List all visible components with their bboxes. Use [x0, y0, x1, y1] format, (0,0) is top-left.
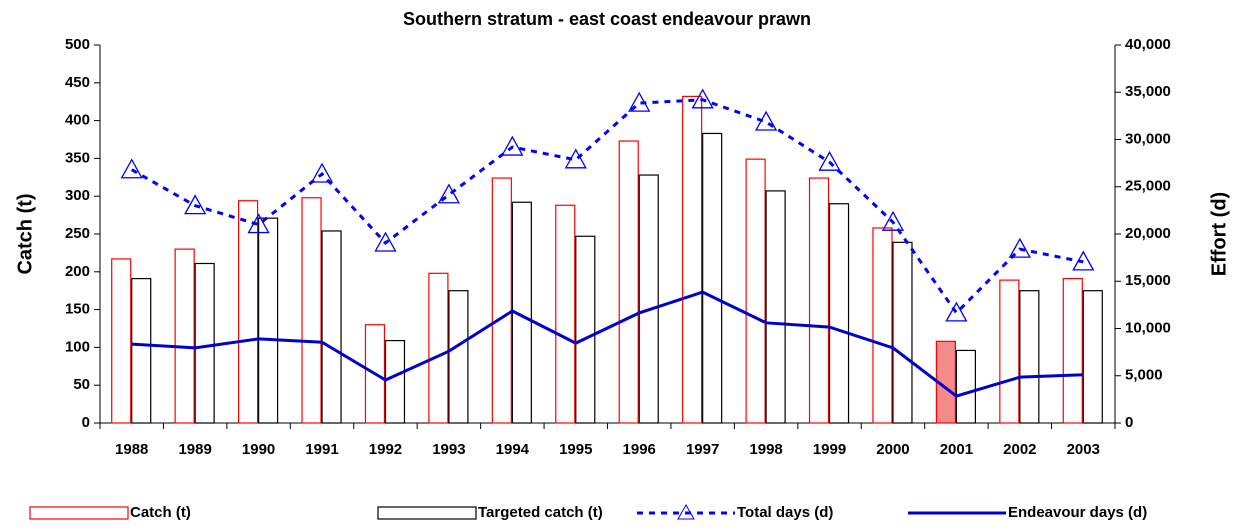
- marker: [184, 194, 207, 215]
- x-tick-label: 1994: [496, 441, 530, 458]
- marker: [945, 301, 968, 322]
- x-tick-label: 1989: [178, 441, 211, 458]
- marker: [501, 135, 524, 156]
- bar: [428, 272, 449, 424]
- bar: [237, 200, 259, 424]
- y-axis-title: Catch (t): [14, 193, 36, 274]
- bar: [174, 248, 195, 424]
- y2-tick-label: 20,000: [1125, 225, 1171, 242]
- marker: [120, 158, 143, 179]
- marker: [1072, 250, 1095, 271]
- marker: [818, 150, 841, 171]
- x-tick-label: 1991: [305, 441, 338, 458]
- legend-label: Endeavour days (d): [1008, 504, 1147, 521]
- y-tick-label: 150: [65, 301, 90, 318]
- bar: [765, 190, 786, 424]
- bar: [745, 158, 766, 424]
- y2-axis-title: Effort (d): [1208, 192, 1230, 276]
- y-tick-label: 500: [65, 36, 90, 53]
- y-tick-label: 450: [65, 74, 90, 91]
- x-tick-label: 1993: [432, 441, 465, 458]
- y2-tick-label: 0: [1125, 414, 1133, 431]
- bar: [111, 258, 132, 424]
- x-tick-label: 2001: [940, 441, 973, 458]
- legend-label: Targeted catch (t): [478, 504, 603, 521]
- x-tick-label: 1997: [686, 441, 719, 458]
- bar: [257, 217, 279, 424]
- y2-tick-label: 5,000: [1125, 367, 1163, 384]
- chart-title: Southern stratum - east coast endeavour …: [403, 9, 811, 29]
- line: [130, 98, 1084, 316]
- legend-label: Total days (d): [737, 504, 833, 521]
- bar: [575, 235, 596, 424]
- y2-tick-label: 10,000: [1125, 319, 1171, 336]
- y2-tick-label: 40,000: [1125, 36, 1171, 53]
- bar: [555, 204, 576, 424]
- marker: [1008, 237, 1031, 258]
- y-tick-label: 50: [73, 376, 90, 393]
- marker: [881, 210, 905, 231]
- legend-swatch: [29, 506, 129, 520]
- bar: [702, 132, 723, 424]
- y2-tick-label: 25,000: [1125, 178, 1171, 195]
- y2-tick-label: 15,000: [1125, 272, 1171, 289]
- y-tick-label: 300: [65, 187, 90, 204]
- bar: [808, 177, 830, 424]
- bar: [321, 230, 342, 424]
- bar: [448, 290, 469, 424]
- bar: [301, 197, 322, 424]
- x-tick-label: 1992: [369, 441, 402, 458]
- legend-swatch: [377, 506, 477, 520]
- marker: [691, 88, 714, 109]
- y-tick-label: 350: [65, 149, 90, 166]
- bar: [828, 203, 850, 424]
- bar: [384, 339, 406, 424]
- x-tick-label: 2003: [1067, 441, 1100, 458]
- x-tick-label: 1998: [749, 441, 782, 458]
- bar: [1062, 278, 1083, 424]
- x-tick-label: 2000: [876, 441, 909, 458]
- bar: [638, 174, 659, 424]
- y-tick-label: 400: [65, 112, 90, 129]
- x-tick-label: 1995: [559, 441, 592, 458]
- bar: [1082, 290, 1103, 424]
- marker: [310, 162, 334, 183]
- bar: [1019, 290, 1040, 424]
- marker: [628, 91, 651, 112]
- bar: [491, 177, 512, 424]
- bar: [682, 95, 703, 424]
- y-tick-label: 0: [82, 414, 90, 431]
- y2-tick-label: 30,000: [1125, 130, 1171, 147]
- bar: [999, 279, 1020, 424]
- y2-tick-label: 35,000: [1125, 83, 1171, 100]
- bar: [194, 262, 215, 424]
- marker: [564, 148, 587, 169]
- line: [131, 290, 1084, 398]
- bar: [618, 140, 639, 424]
- y-tick-label: 200: [65, 263, 90, 280]
- x-tick-label: 1999: [813, 441, 846, 458]
- x-tick-label: 1988: [115, 441, 148, 458]
- bar: [955, 349, 977, 424]
- marker: [754, 110, 778, 131]
- marker: [437, 183, 461, 204]
- legend-marker: [677, 503, 695, 520]
- legend-label: Catch (t): [130, 504, 191, 521]
- marker: [374, 231, 397, 252]
- bar: [872, 227, 893, 424]
- y-tick-label: 250: [65, 225, 90, 242]
- bar: [892, 241, 913, 424]
- x-tick-label: 1996: [623, 441, 656, 458]
- bar: [131, 278, 152, 424]
- y-tick-label: 100: [65, 338, 90, 355]
- marker: [247, 213, 270, 234]
- x-tick-label: 1990: [242, 441, 275, 458]
- x-tick-label: 2002: [1003, 441, 1036, 458]
